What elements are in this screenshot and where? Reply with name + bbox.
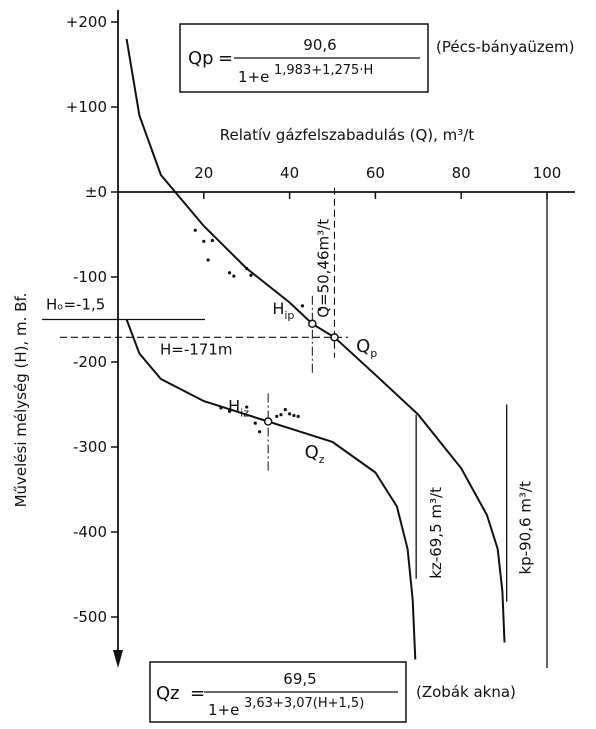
scatter-point-21 [296, 414, 300, 418]
inflection-points: Hip Hiz [228, 295, 339, 474]
inflection-marker-1 [263, 417, 273, 426]
formula-p-equals: = [218, 48, 233, 69]
y-tick-label-4: -200 [73, 353, 107, 371]
y-tick-label-2: ±0 [85, 183, 107, 201]
scatter-point-4 [227, 271, 232, 275]
inflection-marker-0 [308, 319, 317, 328]
y-tick-label-6: -400 [73, 523, 107, 541]
scatter-point-17 [279, 413, 283, 417]
formula-p-exponent: 1,983+1,275·H [274, 63, 373, 78]
formula-p-box: Qp = 90,6 1+e 1,983+1,275·H (Pécs-bányaü… [179, 23, 574, 93]
scatter-point-11 [227, 409, 232, 413]
scatter-points [193, 228, 322, 434]
formula-p-lhs: Qp [188, 48, 214, 69]
scatter-point-2 [210, 238, 214, 243]
formula-z-denominator: 1+e [208, 701, 239, 719]
formula-z-box: Qz = 69,5 1+e 3,63+3,07(H+1,5) (Zobák ak… [149, 661, 516, 723]
scatter-point-8 [300, 304, 305, 308]
curve-qz [125, 319, 417, 660]
scatter-point-14 [257, 430, 262, 434]
ho-label: Hₒ=-1,5 [46, 296, 105, 314]
formula-p-numerator: 90,6 [303, 36, 336, 54]
scatter-point-16 [275, 414, 279, 418]
formula-p-frame [179, 23, 429, 93]
series-label-qp: Qp [356, 336, 377, 360]
formula-z-exponent: 3,63+3,07(H+1,5) [244, 696, 364, 711]
kp-label: kp-90,6 m³/t [517, 481, 535, 574]
inflection-label-hip: Hip [272, 299, 294, 322]
scatter-point-10 [219, 406, 223, 410]
scatter-point-13 [253, 421, 257, 425]
scatter-point-12 [245, 405, 249, 409]
scatter-point-1 [202, 239, 206, 243]
formula-z-equals: = [190, 683, 205, 704]
y-tick-label-7: -500 [73, 608, 107, 626]
scatter-point-18 [283, 408, 287, 412]
x-tick-label-3: 80 [452, 164, 471, 182]
y-axis-label: Művelési mélység (H), m. Bf. [12, 293, 30, 508]
scatter-point-5 [232, 274, 236, 278]
scatter-point-19 [288, 412, 292, 416]
formula-p-denominator: 1+e [238, 68, 269, 86]
x-tick-label-4: 100 [533, 164, 562, 182]
kz-label: kz-69,5 m³/t [427, 487, 445, 579]
y-tick-label-0: +200 [66, 13, 107, 31]
scatter-point-0 [193, 228, 197, 232]
y-axis [113, 10, 123, 668]
y-tick-label-5: -300 [73, 438, 107, 456]
series-label-qz: Qz [305, 442, 325, 466]
x-axis-label: Relatív gázfelszabadulás (Q), m³/t [220, 126, 475, 144]
intersection-marker [330, 333, 339, 342]
x-tick-label-2: 60 [366, 164, 385, 182]
q-label: Q=50,46m³/t [314, 219, 332, 318]
scatter-point-6 [245, 266, 249, 271]
formula-z-numerator: 69,5 [283, 670, 316, 688]
inflection-label-hiz: Hiz [228, 397, 249, 420]
x-tick-label-0: 20 [194, 164, 213, 182]
scatter-point-9 [318, 307, 322, 311]
h-label: H=-171m [160, 340, 233, 358]
y-tick-label-1: +100 [66, 98, 107, 116]
y-axis-arrow [113, 650, 123, 668]
formula-z-lhs: Qz [156, 683, 180, 704]
formula-z-frame [149, 661, 407, 723]
x-ticks: 20 40 60 80 100 [194, 164, 561, 199]
y-ticks: +200 +100 ±0 -100 -200 -300 -400 -500 [66, 13, 118, 626]
formula-p-note: (Pécs-bányaüzem) [436, 38, 574, 56]
scatter-point-3 [206, 258, 210, 262]
x-tick-label-1: 40 [280, 164, 299, 182]
reference-lines: Hₒ=-1,5 H=-171m Q=50,46m³/t kz-69,5 m³/t kp-… [42, 187, 548, 668]
scatter-point-7 [249, 273, 253, 277]
scatter-point-20 [292, 413, 296, 418]
formula-z-note: (Zobák akna) [416, 683, 516, 701]
y-tick-label-3: -100 [73, 268, 107, 286]
